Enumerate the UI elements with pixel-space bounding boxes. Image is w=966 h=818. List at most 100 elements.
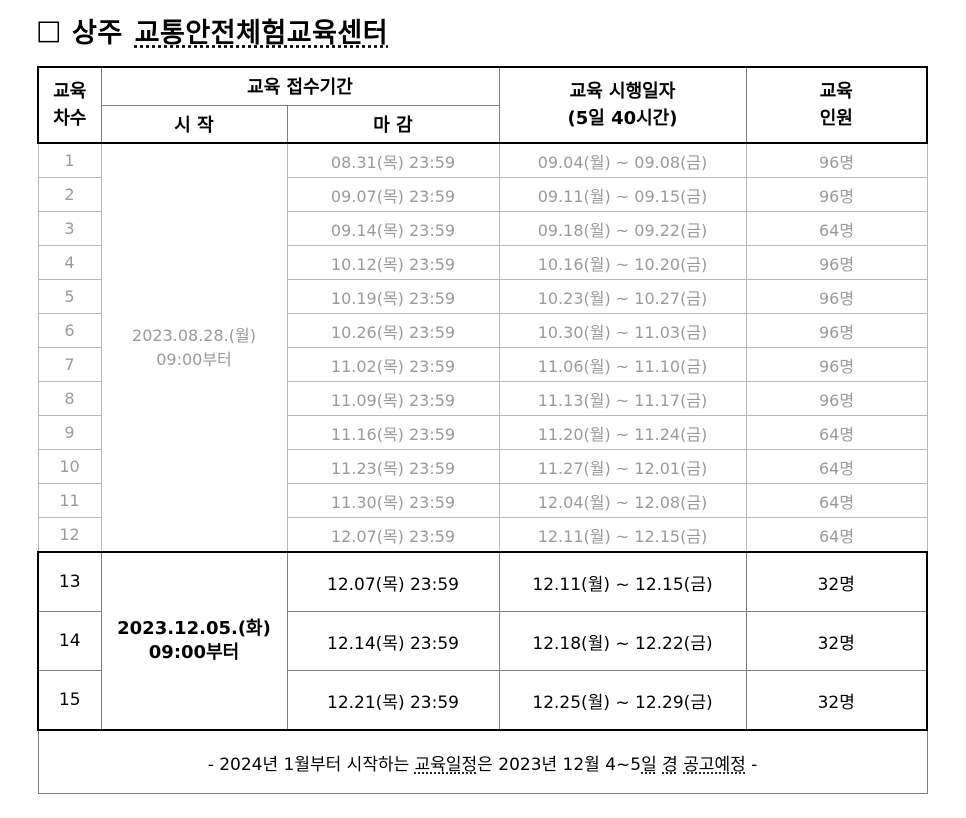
education-dates: 11.06(월) ~ 11.10(금) [498,347,747,382]
table-row: 7 11.02(목) 23:59 11.06(월) ~ 11.10(금) 96명 [37,347,928,382]
registration-deadline: 11.16(목) 23:59 [286,415,500,450]
education-dates: 09.18(월) ~ 09.22(금) [498,211,747,246]
page-title: □ 상주 교통안전체험교육센터 [36,10,388,50]
education-dates: 10.16(월) ~ 10.20(금) [498,245,747,280]
registration-start: 2023.12.05.(화) 09:00부터 [100,551,288,731]
registration-start: 2023.08.28.(월) 09:00부터 [100,143,288,553]
start-date: 2023.12.05.(화) [117,618,271,639]
education-people: 64명 [745,449,928,484]
footer-text-mid: 은 2023년 12월 4~5 [477,754,642,775]
header-round: 교육 차수 [37,66,102,144]
header-row-2: 시 작 마 감 [38,105,927,144]
registration-deadline: 12.21(목) 23:59 [286,670,500,731]
table-row: 8 11.09(목) 23:59 11.13(월) ~ 11.17(금) 96명 [37,381,928,416]
footer-text-around: 경 [662,754,678,775]
education-people: 64명 [745,211,928,246]
table-row: 3 09.14(목) 23:59 09.18(월) ~ 09.22(금) 64명 [37,211,928,246]
registration-deadline: 12.07(목) 23:59 [286,551,500,612]
education-dates: 09.11(월) ~ 09.15(금) [498,177,747,212]
education-people: 96명 [745,347,928,382]
education-dates: 11.27(월) ~ 12.01(금) [498,449,747,484]
header-end: 마 감 [287,105,500,144]
registration-deadline: 11.23(목) 23:59 [286,449,500,484]
education-dates: 10.30(월) ~ 11.03(금) [498,313,747,348]
education-people: 32명 [745,611,928,671]
footer-row: - 2024년 1월부터 시작하는 교육일정은 2023년 12월 4~5일 경… [37,729,928,794]
round-number: 6 [37,313,102,348]
education-dates: 11.20(월) ~ 11.24(금) [498,415,747,450]
registration-deadline: 08.31(목) 23:59 [286,143,500,178]
registration-deadline: 11.09(목) 23:59 [286,381,500,416]
education-dates: 12.11(월) ~ 12.15(금) [498,551,747,612]
footer-text-post: - [745,754,758,775]
round-number: 11 [37,483,102,518]
round-number: 1 [37,143,102,178]
header-schedule: 교육 시행일자 (5일 40시간) [499,66,747,144]
education-dates: 11.13(월) ~ 11.17(금) [498,381,747,416]
title-center-name: 교통안전체험교육센터 [134,17,389,49]
education-dates: 12.04(월) ~ 12.08(금) [498,483,747,518]
education-people: 96명 [745,313,928,348]
table-row: 15 12.21(목) 23:59 12.25(월) ~ 12.29(금) 32명 [37,670,928,731]
header-period: 교육 접수기간 [101,66,500,106]
round-number: 4 [37,245,102,280]
header-start: 시 작 [101,105,288,144]
education-people: 96명 [745,245,928,280]
education-people: 96명 [745,143,928,178]
registration-deadline: 12.14(목) 23:59 [286,611,500,671]
registration-deadline: 10.26(목) 23:59 [286,313,500,348]
table-row: 6 10.26(목) 23:59 10.30(월) ~ 11.03(금) 96명 [37,313,928,348]
education-dates: 10.23(월) ~ 10.27(금) [498,279,747,314]
education-people: 96명 [745,381,928,416]
round-number: 15 [37,670,102,731]
registration-deadline: 11.02(목) 23:59 [286,347,500,382]
header-row-1: 교육 차수 교육 접수기간 교육 시행일자 (5일 40시간) 교육 인원 [37,66,928,144]
education-people: 96명 [745,279,928,314]
round-number: 10 [37,449,102,484]
registration-deadline: 12.07(목) 23:59 [286,517,500,553]
education-people: 64명 [745,517,928,553]
footer-text-edu-schedule: 교육일정 [414,754,478,775]
start-date: 2023.08.28.(월) [132,325,256,345]
table-row: 14 12.14(목) 23:59 12.18(월) ~ 12.22(금) 32명 [37,611,928,671]
education-people: 64명 [745,483,928,518]
start-time: 09:00부터 [148,642,240,663]
round-number: 5 [37,279,102,314]
table-row: 13 2023.12.05.(화) 09:00부터 12.07(목) 23:59 12.… [37,551,928,731]
education-people: 32명 [745,670,928,731]
round-number: 7 [37,347,102,382]
registration-deadline: 09.07(목) 23:59 [286,177,500,212]
schedule-table: 교육 차수 교육 접수기간 교육 시행일자 (5일 40시간) 교육 인원 시 작 마… [37,66,928,794]
registration-deadline: 10.12(목) 23:59 [286,245,500,280]
education-dates: 12.11(월) ~ 12.15(금) [498,517,747,553]
checkbox-square-icon: □ [36,14,63,46]
education-dates: 12.18(월) ~ 12.22(금) [498,611,747,671]
round-number: 12 [37,517,102,553]
table-row: 11 11.30(목) 23:59 12.04(월) ~ 12.08(금) 64명 [37,483,928,518]
education-dates: 12.25(월) ~ 12.29(금) [498,670,747,731]
round-number: 2 [37,177,102,212]
education-people: 64명 [745,415,928,450]
title-region: 상주 [72,17,123,49]
table-row: 10 11.23(목) 23:59 11.27(월) ~ 12.01(금) 64명 [37,449,928,484]
round-number: 13 [37,551,102,612]
table-row: 9 11.16(목) 23:59 11.20(월) ~ 11.24(금) 64명 [37,415,928,450]
footer-text-day: 일 [641,754,657,775]
header-people: 교육 인원 [745,66,928,144]
round-number: 8 [37,381,102,416]
round-number: 9 [37,415,102,450]
round-number: 3 [37,211,102,246]
education-people: 32명 [745,551,928,612]
footer-text-pre: - 2024년 1월부터 시작하는 [207,754,415,775]
table-row: 5 10.19(목) 23:59 10.23(월) ~ 10.27(금) 96명 [37,279,928,314]
education-dates: 09.04(월) ~ 09.08(금) [498,143,747,178]
table-row: 1 2023.08.28.(월) 09:00부터 08.31(목) 23:59 09.0… [37,143,928,553]
start-time: 09:00부터 [156,349,232,369]
footer-text-notice: 공고예정 [683,754,746,775]
table-row: 4 10.12(목) 23:59 10.16(월) ~ 10.20(금) 96명 [37,245,928,280]
registration-deadline: 11.30(목) 23:59 [286,483,500,518]
registration-deadline: 10.19(목) 23:59 [286,279,500,314]
education-people: 96명 [745,177,928,212]
table-row: 12 12.07(목) 23:59 12.11(월) ~ 12.15(금) 64명 [37,517,928,553]
registration-deadline: 09.14(목) 23:59 [286,211,500,246]
